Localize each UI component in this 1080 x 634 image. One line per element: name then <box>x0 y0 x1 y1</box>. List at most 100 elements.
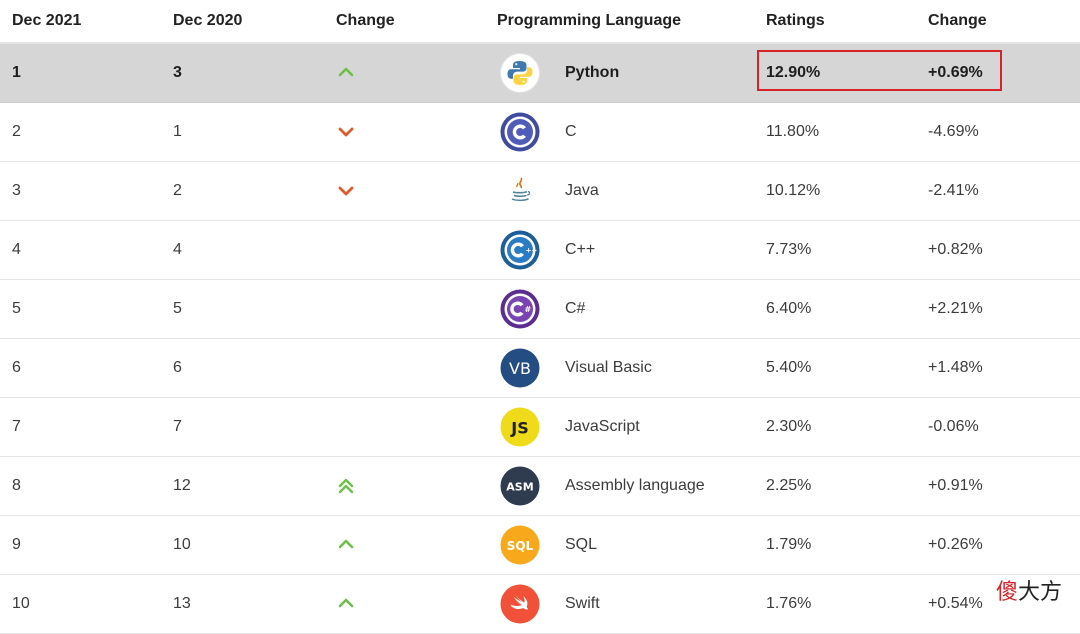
rating-change-value: +2.21% <box>928 300 983 317</box>
rank-previous: 12 <box>173 477 191 494</box>
rating-value: 11.80% <box>766 123 820 140</box>
language-name[interactable]: SQL <box>565 536 598 553</box>
java-logo-icon <box>500 171 540 211</box>
table-header: Dec 2021 Dec 2020 Change Programming Lan… <box>0 0 1080 44</box>
rank-current: 10 <box>12 595 30 612</box>
table-row[interactable]: 9 10 SQL SQL 1.79% +0.26% <box>0 516 1080 575</box>
trend-down-icon <box>338 186 354 196</box>
c-logo-icon <box>500 112 540 152</box>
rank-previous: 13 <box>173 595 191 612</box>
vb-logo-text: VB <box>509 359 531 378</box>
swift-logo-icon <box>500 584 540 624</box>
vb-logo-icon: VB <box>500 348 540 388</box>
sql-logo-text: SQL <box>507 539 534 553</box>
watermark-rest: 大方 <box>1017 580 1062 605</box>
svg-text:++: ++ <box>526 247 538 255</box>
table-row[interactable]: 4 4 ++ C++ 7.73% +0.82% <box>0 221 1080 280</box>
table-row[interactable]: 6 6 VB Visual Basic 5.40% +1.48% <box>0 339 1080 398</box>
rating-value: 10.12% <box>766 182 821 199</box>
table-row[interactable]: 2 1 C 11.80% -4.69% <box>0 103 1080 162</box>
trend-indicator <box>336 457 356 515</box>
language-name[interactable]: C <box>565 123 577 140</box>
table-row[interactable]: 5 5 # C# 6.40% +2.21% <box>0 280 1080 339</box>
language-name[interactable]: Assembly language <box>565 477 705 494</box>
rating-change-value: +1.48% <box>928 359 983 376</box>
header-ratings[interactable]: Ratings <box>766 12 825 29</box>
js-logo-text: JS <box>510 419 528 438</box>
sql-logo-icon: SQL <box>500 525 540 565</box>
rating-value: 2.30% <box>766 418 812 435</box>
table-row[interactable]: 10 13 Swift 1.76% +0.54% <box>0 575 1080 634</box>
csharp-logo-icon: # <box>500 289 540 329</box>
rank-previous: 5 <box>173 300 182 317</box>
trend-indicator <box>336 103 356 161</box>
trend-up-icon <box>338 539 354 549</box>
assembly-logo-icon: ASM <box>500 466 540 506</box>
table-row[interactable]: 8 12 ASM Assembly language 2.25% +0.91% <box>0 457 1080 516</box>
rank-previous: 7 <box>173 418 182 435</box>
watermark-first-char: 傻 <box>995 580 1018 605</box>
rank-current: 3 <box>12 182 21 199</box>
rating-change-value: -0.06% <box>928 418 979 435</box>
rank-previous: 3 <box>173 64 182 81</box>
language-name[interactable]: Python <box>565 64 620 81</box>
table-row[interactable]: 7 7 JS JavaScript 2.30% -0.06% <box>0 398 1080 457</box>
rank-previous: 4 <box>173 241 182 258</box>
rank-current: 4 <box>12 241 21 258</box>
rating-change-value: +0.26% <box>928 536 983 553</box>
trend-up-icon <box>338 67 354 77</box>
rating-change-value: -4.69% <box>928 123 979 140</box>
rank-previous: 1 <box>173 123 182 140</box>
trend-up-icon <box>338 598 354 608</box>
rating-change-value: -2.41% <box>928 182 979 199</box>
asm-logo-text: ASM <box>506 481 533 494</box>
watermark: 傻大方 <box>996 574 1062 606</box>
javascript-logo-icon: JS <box>500 407 540 447</box>
rating-change-value: +0.69% <box>928 64 983 81</box>
trend-indicator <box>336 44 356 102</box>
rating-change-value: +0.82% <box>928 241 983 258</box>
table-row[interactable]: 1 3 Python 12.90% +0.69% <box>0 44 1080 103</box>
trend-double-up-icon <box>338 478 354 494</box>
rating-change-value: +0.54% <box>928 595 983 612</box>
table-body: 1 3 Python 12.90% +0.69% 2 1 <box>0 44 1080 634</box>
trend-indicator <box>336 575 356 633</box>
rating-value: 7.73% <box>766 241 812 258</box>
trend-down-icon <box>338 127 354 137</box>
rating-value: 5.40% <box>766 359 812 376</box>
language-name[interactable]: C# <box>565 300 586 317</box>
language-name[interactable]: C++ <box>565 241 596 258</box>
cpp-logo-icon: ++ <box>500 230 540 270</box>
language-name[interactable]: JavaScript <box>565 418 640 435</box>
header-dec-2021[interactable]: Dec 2021 <box>12 12 82 29</box>
rank-previous: 2 <box>173 182 182 199</box>
rank-current: 2 <box>12 123 21 140</box>
language-name[interactable]: Swift <box>565 595 600 612</box>
rating-value: 2.25% <box>766 477 812 494</box>
rating-value: 1.79% <box>766 536 812 553</box>
table-row[interactable]: 3 2 Java 10.12% -2.41% <box>0 162 1080 221</box>
rank-current: 7 <box>12 418 21 435</box>
language-name[interactable]: Visual Basic <box>565 359 652 376</box>
rank-current: 6 <box>12 359 21 376</box>
language-name[interactable]: Java <box>565 182 599 199</box>
rank-current: 9 <box>12 536 21 553</box>
trend-indicator <box>336 516 356 574</box>
rating-change-value: +0.91% <box>928 477 983 494</box>
svg-text:#: # <box>525 305 532 314</box>
rank-current: 8 <box>12 477 21 494</box>
header-dec-2020[interactable]: Dec 2020 <box>173 12 243 29</box>
rank-current: 5 <box>12 300 21 317</box>
header-change[interactable]: Change <box>336 12 395 29</box>
rating-value: 12.90% <box>766 64 821 81</box>
rank-previous: 6 <box>173 359 182 376</box>
header-ratings-change[interactable]: Change <box>928 12 987 29</box>
python-logo-icon <box>500 53 540 93</box>
rating-value: 1.76% <box>766 595 812 612</box>
rank-current: 1 <box>12 64 21 81</box>
trend-indicator <box>336 162 356 220</box>
header-programming-language[interactable]: Programming Language <box>497 12 682 29</box>
rating-value: 6.40% <box>766 300 812 317</box>
rank-previous: 10 <box>173 536 191 553</box>
